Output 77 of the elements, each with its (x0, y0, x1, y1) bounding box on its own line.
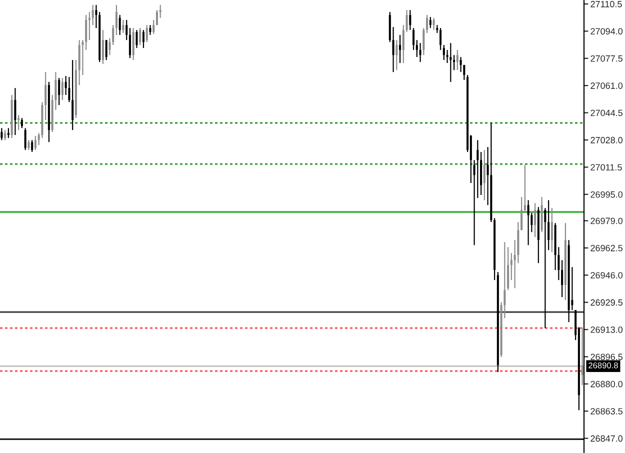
candlestick (561, 260, 564, 298)
candlestick (118, 14, 121, 36)
candlestick (28, 140, 30, 151)
candlestick (548, 200, 550, 251)
candlestick (450, 42, 452, 82)
candlestick (92, 4, 94, 26)
y-tick-label: 26913.0 (590, 326, 623, 333)
candlestick (88, 11, 90, 41)
candlestick (460, 56, 462, 73)
candlestick (550, 207, 553, 253)
candlestick (136, 29, 138, 49)
candlestick (534, 202, 536, 238)
candlestick (115, 4, 118, 36)
candlestick (581, 327, 584, 386)
candlestick (524, 164, 526, 214)
candlestick (159, 4, 162, 19)
candlestick (132, 27, 134, 61)
candlestick (426, 14, 428, 34)
candlestick (442, 44, 445, 61)
candlestick (409, 10, 412, 31)
y-tick-label: 27044.5 (590, 110, 623, 116)
y-tick-label: 26863.5 (590, 408, 623, 414)
candlestick (527, 200, 530, 246)
candlestick (34, 135, 36, 151)
candlestick (419, 42, 422, 63)
candlestick (152, 19, 155, 35)
candlestick (128, 27, 131, 59)
candlestick (476, 140, 479, 199)
candlestick (483, 149, 486, 201)
y-tick-label: 26995.0 (590, 191, 623, 198)
candlestick (72, 59, 74, 131)
candlestick (102, 29, 104, 65)
candlestick (31, 140, 34, 153)
y-tick-label: 26946.0 (590, 272, 623, 278)
candlestick (146, 24, 148, 43)
candlestick (399, 34, 402, 64)
y-tick-label: 26979.0 (590, 218, 623, 224)
candlestick (429, 16, 432, 29)
y-tick-label: 26896.5 (590, 354, 623, 360)
y-tick-label: 27061.0 (590, 82, 623, 89)
candlestick (18, 114, 20, 131)
candlestick (20, 117, 23, 129)
y-tick-label: 27077.5 (590, 55, 623, 62)
candlestick (456, 49, 458, 71)
candlestick (412, 27, 415, 51)
y-tick-label: 27028.0 (590, 136, 623, 144)
candlestick (0, 128, 3, 141)
candlestick (453, 54, 456, 71)
candlestick (156, 10, 158, 26)
candlestick (61, 77, 64, 101)
y-tick-label: 26929.5 (590, 299, 623, 306)
candlestick (126, 19, 128, 41)
candlestick (24, 128, 26, 151)
candlestick (422, 27, 425, 56)
candlestick (142, 29, 144, 49)
candlestick (396, 40, 398, 71)
y-tick-label: 27110.5 (590, 0, 622, 8)
y-tick-label: 27094.0 (590, 28, 623, 35)
candlestick (520, 196, 523, 231)
y-tick-label: 26880.0 (590, 380, 623, 388)
candlestick (139, 27, 142, 46)
candlestick (416, 40, 418, 58)
candlestick (14, 87, 16, 136)
candlestick (58, 77, 60, 106)
candlestick (105, 40, 108, 61)
candlestick (440, 27, 442, 51)
y-tick-label: 27011.5 (590, 164, 622, 171)
ref-line-label: 26890.8 (588, 362, 618, 368)
candlestick (544, 207, 546, 329)
candlestick (4, 130, 6, 141)
candlestick (7, 128, 10, 139)
y-tick-label: 26847.0 (590, 435, 623, 442)
candlestick (122, 19, 124, 34)
y-tick-label: 26962.5 (590, 244, 623, 252)
candlestick (507, 246, 510, 291)
candlestick (432, 17, 435, 31)
candlestick (149, 24, 152, 36)
